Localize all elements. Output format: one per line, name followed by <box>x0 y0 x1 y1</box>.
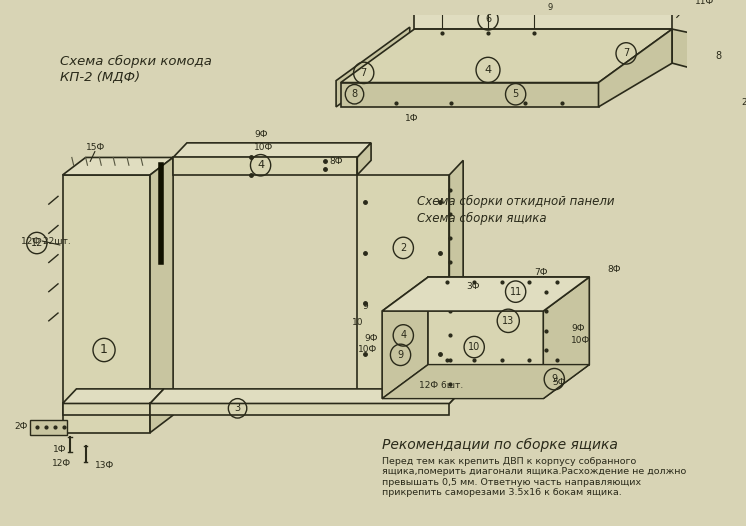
Polygon shape <box>543 277 589 399</box>
Polygon shape <box>341 83 598 107</box>
Text: Схема сборки откидной панели: Схема сборки откидной панели <box>417 195 615 208</box>
Text: 9: 9 <box>398 350 404 360</box>
Polygon shape <box>150 389 463 403</box>
Text: 4: 4 <box>401 330 407 340</box>
Text: 7: 7 <box>623 48 630 58</box>
Text: 8Ф: 8Ф <box>330 157 343 166</box>
Text: 13: 13 <box>502 316 515 326</box>
Text: 12Ф 22шт.: 12Ф 22шт. <box>21 237 71 246</box>
Text: 2Ф: 2Ф <box>742 97 746 107</box>
Text: 9: 9 <box>363 302 369 311</box>
Text: 13Ф: 13Ф <box>95 461 114 470</box>
Polygon shape <box>63 175 150 433</box>
Text: 12Ф: 12Ф <box>51 459 71 468</box>
Text: 3Ф: 3Ф <box>466 282 480 291</box>
Polygon shape <box>357 143 371 175</box>
Text: 1: 1 <box>100 343 108 357</box>
Text: 6: 6 <box>485 14 491 24</box>
Text: 9: 9 <box>551 374 557 384</box>
Polygon shape <box>598 29 672 107</box>
Text: 4: 4 <box>484 65 492 75</box>
Polygon shape <box>173 157 357 175</box>
Polygon shape <box>357 175 449 403</box>
Polygon shape <box>31 420 67 434</box>
Text: 9: 9 <box>548 3 553 12</box>
Polygon shape <box>150 157 173 433</box>
Text: 9Ф: 9Ф <box>254 129 268 139</box>
Text: 12: 12 <box>31 238 43 248</box>
Polygon shape <box>672 29 709 73</box>
Text: 12Ф 6шт.: 12Ф 6шт. <box>419 381 463 390</box>
Text: 11Ф: 11Ф <box>695 0 715 6</box>
Text: Рекомендации по сборке ящика: Рекомендации по сборке ящика <box>382 438 618 452</box>
Polygon shape <box>382 277 428 399</box>
Text: 7Ф: 7Ф <box>534 268 548 277</box>
Polygon shape <box>449 160 463 403</box>
Text: 1Ф: 1Ф <box>405 114 419 123</box>
Polygon shape <box>414 12 672 29</box>
Text: 10Ф: 10Ф <box>254 143 273 152</box>
Text: 5: 5 <box>513 89 518 99</box>
Polygon shape <box>341 29 672 83</box>
Text: Схема сборки комода: Схема сборки комода <box>60 55 212 68</box>
Text: 1Ф: 1Ф <box>54 444 67 454</box>
Text: 10Ф: 10Ф <box>571 336 590 345</box>
Polygon shape <box>63 157 173 175</box>
Text: 10: 10 <box>468 342 480 352</box>
Polygon shape <box>173 143 371 157</box>
Text: 7: 7 <box>360 68 367 78</box>
Text: 10: 10 <box>352 318 364 327</box>
Polygon shape <box>382 277 589 311</box>
Text: 2Ф: 2Ф <box>15 422 28 431</box>
Text: 8: 8 <box>715 52 721 62</box>
Text: 15Ф: 15Ф <box>86 143 105 152</box>
Polygon shape <box>428 277 589 365</box>
Text: 8Ф: 8Ф <box>608 265 621 274</box>
Text: 9Ф: 9Ф <box>364 334 377 343</box>
Polygon shape <box>336 27 410 107</box>
Polygon shape <box>63 389 164 403</box>
Text: 4: 4 <box>257 160 264 170</box>
Polygon shape <box>63 403 150 415</box>
Text: 10Ф: 10Ф <box>358 346 377 355</box>
Text: 8: 8 <box>351 89 357 99</box>
Text: 5Ф: 5Ф <box>553 378 566 387</box>
Text: КП-2 (МДФ): КП-2 (МДФ) <box>60 71 140 84</box>
Text: 2: 2 <box>400 243 407 253</box>
Polygon shape <box>382 365 589 399</box>
Text: 11: 11 <box>510 287 521 297</box>
Text: Схема сборки ящика: Схема сборки ящика <box>417 212 547 225</box>
Text: Перед тем как крепить ДВП к корпусу собранного
ящика,померить диагонали ящика.Ра: Перед тем как крепить ДВП к корпусу собр… <box>382 457 686 497</box>
Polygon shape <box>150 403 449 415</box>
Text: 3: 3 <box>234 403 241 413</box>
Text: 9Ф: 9Ф <box>571 324 584 333</box>
